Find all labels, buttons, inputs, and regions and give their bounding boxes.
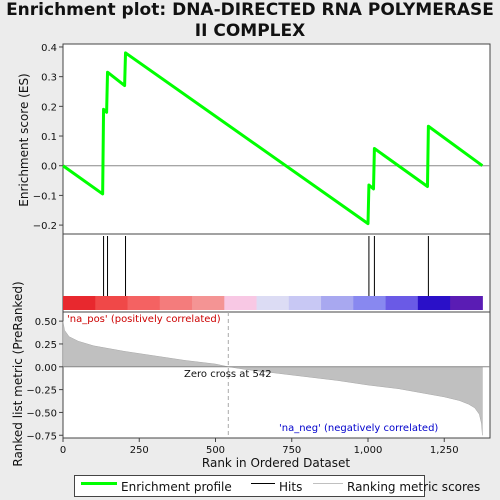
es-y-tick-label: 0.4	[41, 43, 57, 54]
es-y-tick-label: 0.2	[41, 102, 57, 113]
rank-bar-segment	[417, 296, 451, 310]
rank-bar-segment	[192, 296, 225, 310]
es-y-tick-label: 0.3	[41, 73, 57, 84]
rank-bar-segment	[95, 296, 129, 310]
legend-hits-swatch	[251, 483, 275, 484]
rank-bar-segment	[127, 296, 161, 310]
legend: Enrichment profile Hits Ranking metric s…	[74, 475, 480, 497]
metric-y-tick-label: 0.50	[35, 317, 57, 328]
rank-bar-segment	[288, 296, 322, 310]
chart-title: Enrichment plot: DNA-DIRECTED RNA POLYME…	[6, 0, 494, 41]
es-profile-line	[62, 51, 484, 226]
x-tick-label: 0	[60, 445, 66, 456]
x-axis: 0 250 500 750 1,000 1,250	[60, 438, 459, 456]
x-tick-label: 1,250	[430, 445, 459, 456]
metric-y-axis: −0.75 −0.50 −0.25 0.00 0.25 0.50	[26, 317, 63, 442]
x-tick-label: 500	[206, 445, 225, 456]
legend-enrichment-label: Enrichment profile	[121, 480, 232, 494]
pos-annotation: 'na_pos' (positively correlated)	[67, 314, 221, 325]
legend-metric-swatch	[313, 483, 343, 484]
rank-bar-segment	[321, 296, 354, 310]
zero-cross-label: Zero cross at 542	[184, 369, 272, 380]
es-y-tick-label: −0.2	[33, 221, 57, 232]
es-axis: −0.2 −0.1 0.0 0.1 0.2 0.3 0.4	[33, 43, 63, 232]
es-y-tick-label: 0.1	[41, 132, 57, 143]
rank-bar-segment	[159, 296, 193, 310]
rank-color-bar	[63, 296, 483, 310]
metric-y-tick-label: −0.25	[26, 386, 57, 397]
es-y-label: Enrichment score (ES)	[17, 73, 31, 206]
es-y-tick-label: 0.0	[41, 162, 57, 173]
x-tick-label: 1,000	[354, 445, 383, 456]
metric-y-tick-label: 0.00	[35, 363, 57, 374]
rank-bar-segment	[450, 296, 483, 310]
legend-enrichment-swatch	[81, 482, 117, 485]
neg-annotation: 'na_neg' (negatively correlated)	[279, 423, 438, 434]
legend-metric-label: Ranking metric scores	[347, 480, 481, 494]
metric-y-tick-label: −0.50	[26, 408, 57, 419]
metric-y-tick-label: −0.75	[26, 431, 57, 442]
rank-bar-segment	[353, 296, 387, 310]
rank-bar-segment	[385, 296, 419, 310]
es-y-tick-label: −0.1	[33, 191, 57, 202]
metric-area	[62, 321, 483, 436]
rank-bar-segment	[63, 296, 96, 310]
metric-y-label: Ranked list metric (PreRanked)	[11, 281, 25, 466]
metric-y-tick-label: 0.25	[35, 340, 57, 351]
x-tick-label: 250	[130, 445, 149, 456]
rank-bar-segment	[224, 296, 258, 310]
x-tick-label: 750	[282, 445, 301, 456]
rank-bar-segment	[256, 296, 290, 310]
x-label: Rank in Ordered Dataset	[202, 456, 350, 470]
hit-marks	[103, 236, 429, 296]
legend-hits-label: Hits	[279, 480, 303, 494]
es-panel	[62, 43, 491, 235]
